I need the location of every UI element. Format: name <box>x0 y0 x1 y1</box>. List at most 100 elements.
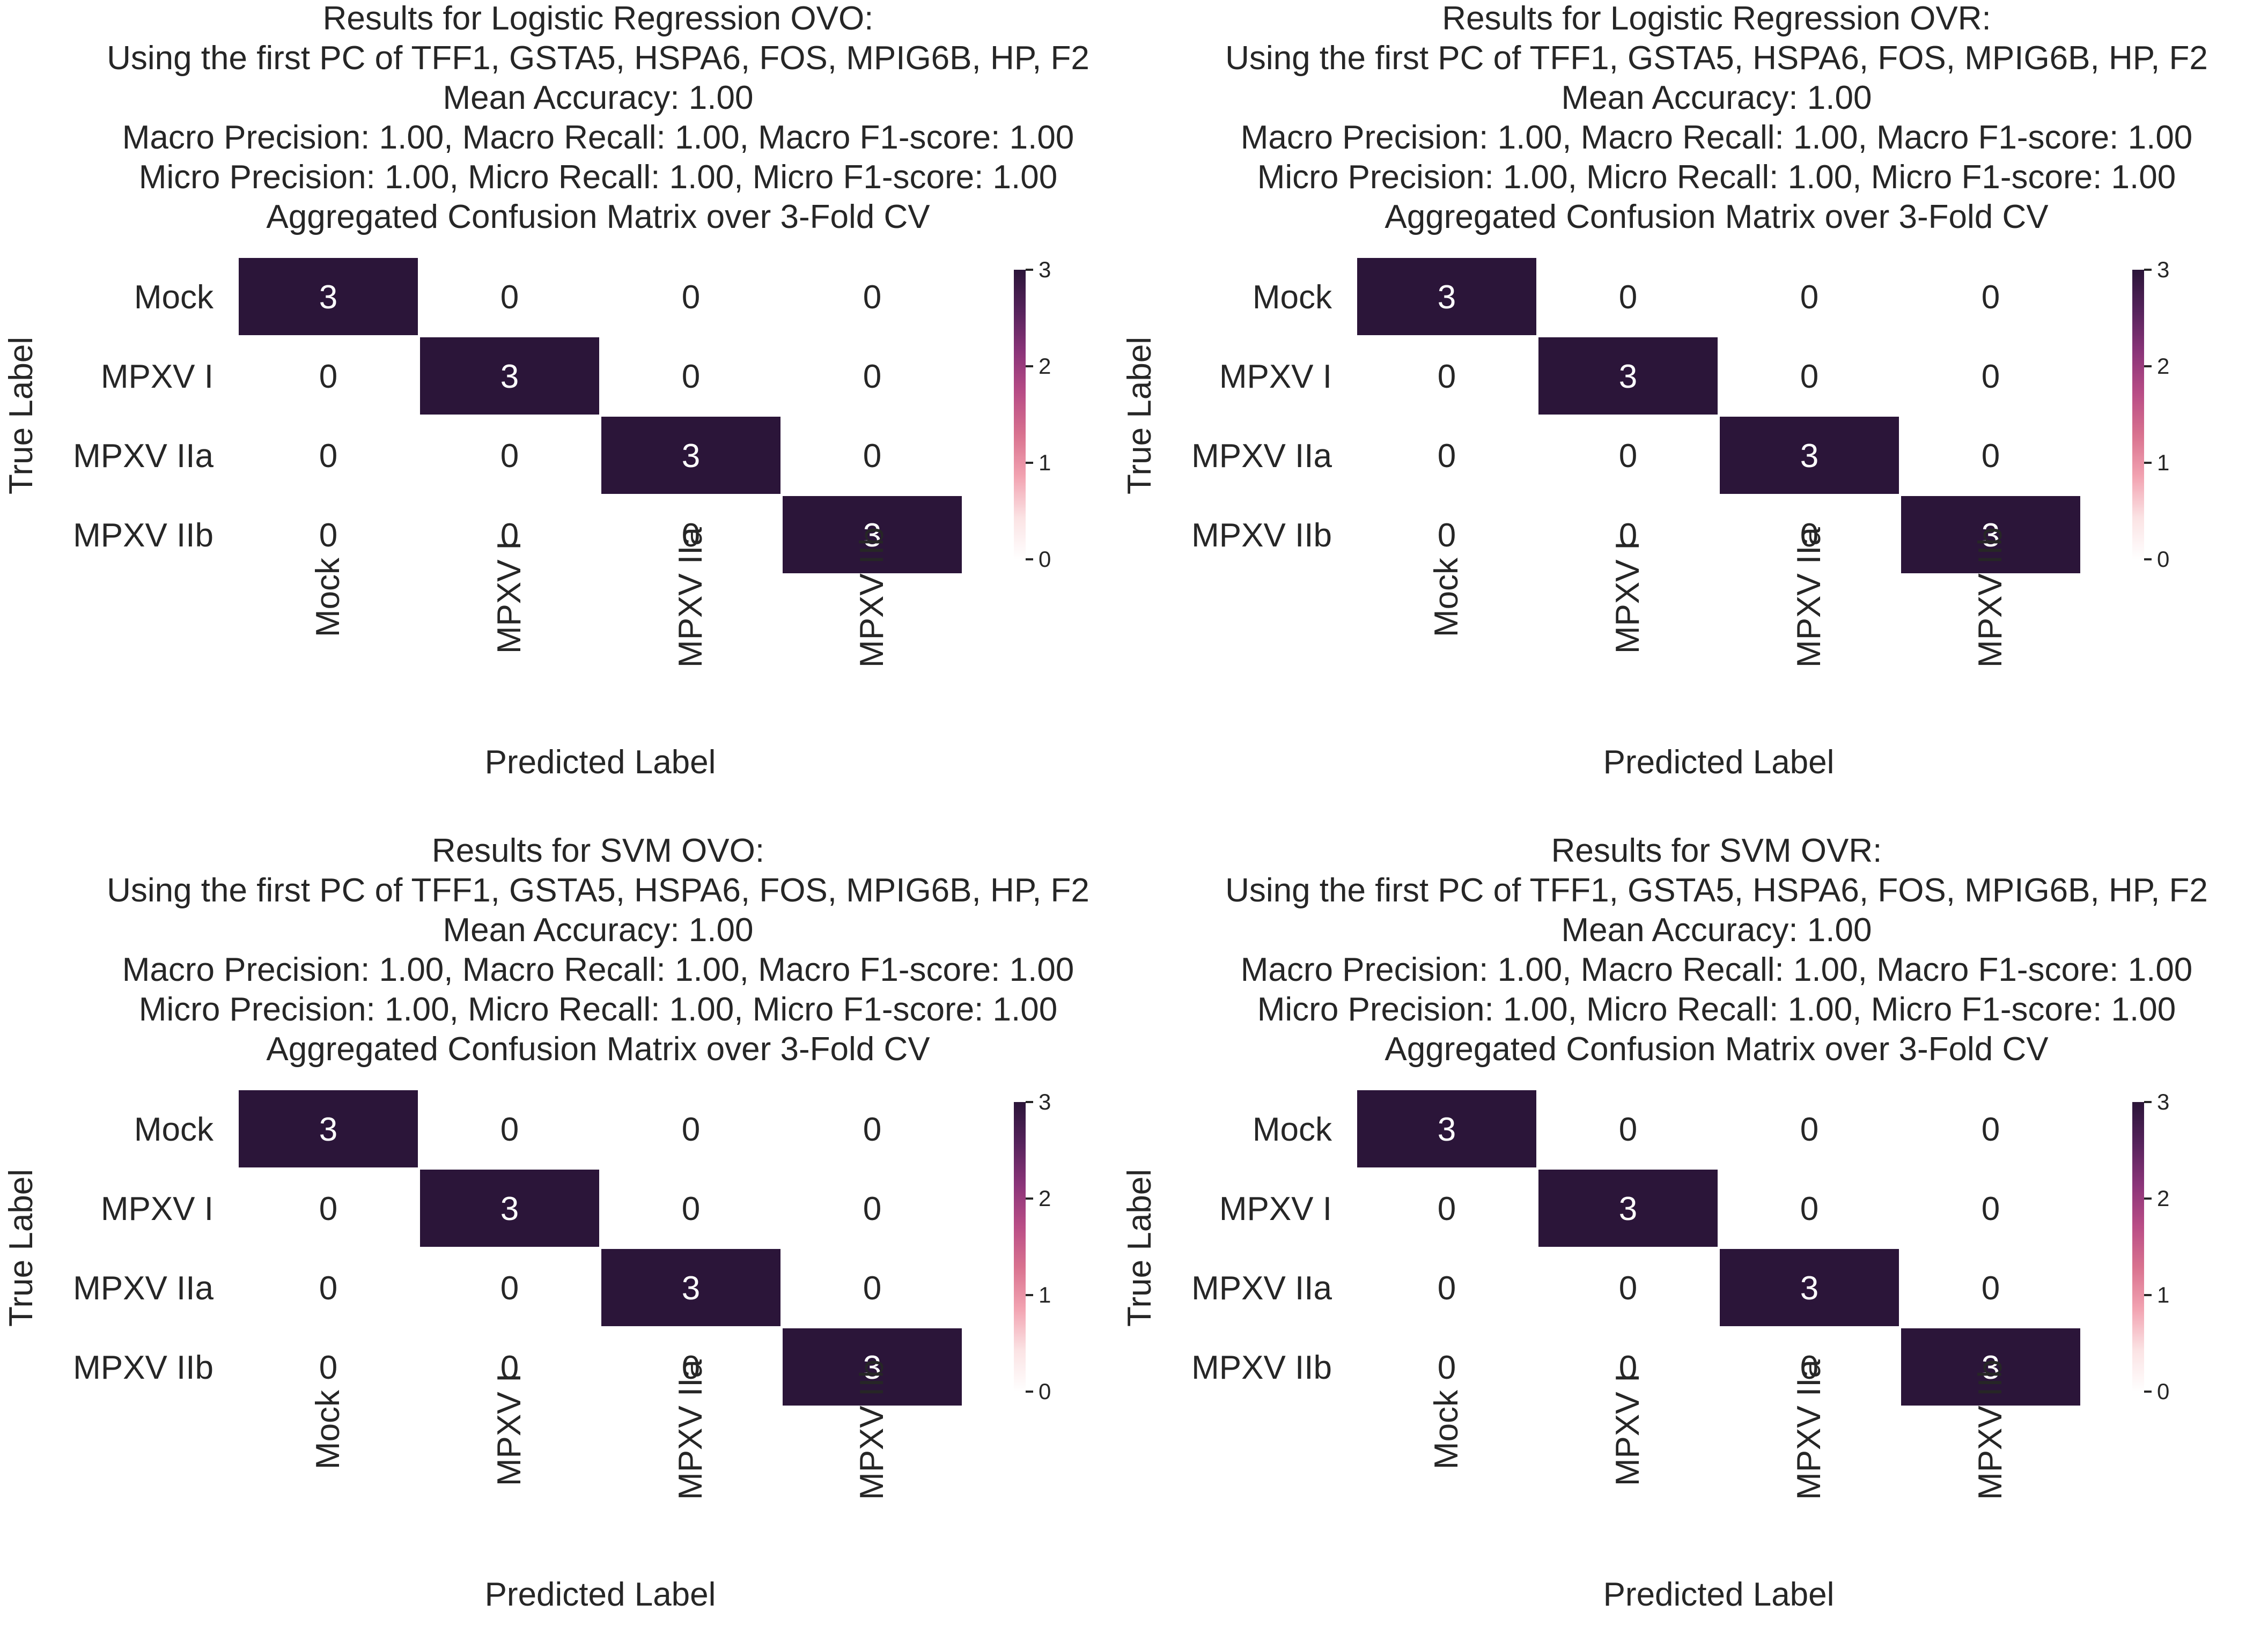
heatmap-cell <box>1718 1167 1901 1249</box>
heatmap-cell <box>780 494 964 575</box>
cell-value-label: 0 <box>1800 1349 1818 1386</box>
cell-value-label: 0 <box>1619 517 1637 554</box>
chart-title-line: Mean Accuracy: 1.00 <box>1562 912 1872 949</box>
cell-value-label: 0 <box>863 1270 881 1307</box>
cell-value-label: 0 <box>682 517 700 554</box>
cell-value-label: 0 <box>500 517 519 554</box>
chart-title-line: Mean Accuracy: 1.00 <box>1562 79 1872 116</box>
x-tick-label: MPXV IIb <box>853 1359 890 1500</box>
cell-value-label: 3 <box>1800 1270 1818 1307</box>
cell-value-label: 0 <box>863 438 881 475</box>
x-tick-label: MPXV I <box>491 541 528 654</box>
cell-value-label: 0 <box>1982 1270 2000 1307</box>
cell-value-label: 0 <box>319 358 337 395</box>
x-axis-label: Predicted Label <box>1603 744 1835 781</box>
cell-value-label: 3 <box>682 438 700 475</box>
colorbar-tick-label: 2 <box>1039 1186 1051 1211</box>
colorbar-tick-label: 1 <box>2157 1282 2169 1307</box>
cell-value-label: 0 <box>682 1111 700 1148</box>
cell-value-label: 3 <box>1982 517 2000 554</box>
heatmap-cell <box>237 1247 420 1328</box>
cell-value-label: 0 <box>500 1111 519 1148</box>
chart-title-line: Aggregated Confusion Matrix over 3-Fold … <box>266 1031 930 1068</box>
y-tick-label: MPXV IIa <box>73 1270 213 1307</box>
heatmap-cell <box>418 1088 601 1170</box>
cell-value-label: 3 <box>863 1349 881 1386</box>
y-tick-label: MPXV I <box>1219 1191 1332 1228</box>
colorbar-tick-label: 1 <box>1039 450 1051 475</box>
chart-title-line: Aggregated Confusion Matrix over 3-Fold … <box>1385 1031 2049 1068</box>
chart-title-line: Results for Logistic Regression OVR: <box>1442 0 1991 37</box>
y-tick-label: MPXV IIa <box>73 438 213 475</box>
heatmap-cell <box>237 1326 420 1408</box>
x-axis-label: Predicted Label <box>1603 1576 1835 1613</box>
heatmap-cell <box>418 256 601 337</box>
chart-title-line: Micro Precision: 1.00, Micro Recall: 1.0… <box>139 991 1057 1028</box>
y-tick-label: MPXV IIa <box>1191 438 1332 475</box>
colorbar-tick-label: 2 <box>2157 1186 2169 1211</box>
x-axis-label: Predicted Label <box>485 744 716 781</box>
cell-value-label: 3 <box>863 517 881 554</box>
chart-title-line: Using the first PC of TFF1, GSTA5, HSPA6… <box>107 872 1089 909</box>
cell-value-label: 3 <box>319 1111 337 1148</box>
chart-title-line: Results for Logistic Regression OVO: <box>323 0 874 37</box>
cell-value-label: 0 <box>1619 279 1637 316</box>
chart-title-line: Micro Precision: 1.00, Micro Recall: 1.0… <box>1257 159 2176 196</box>
colorbar <box>1014 270 1026 559</box>
y-tick-label: MPXV IIb <box>1191 517 1332 554</box>
cell-value-label: 3 <box>500 1191 519 1228</box>
cell-value-label: 0 <box>1438 1191 1456 1228</box>
chart-title-line: Macro Precision: 1.00, Macro Recall: 1.0… <box>1241 951 2193 988</box>
cell-value-label: 0 <box>1619 438 1637 475</box>
x-tick-label: Mock <box>1428 557 1465 637</box>
x-tick-label: MPXV I <box>1609 541 1646 654</box>
heatmap-cell <box>1536 335 1720 417</box>
y-axis-label: True Label <box>1121 1169 1158 1327</box>
heatmap-cell <box>237 256 420 337</box>
cell-value-label: 3 <box>1982 1349 2000 1386</box>
colorbar-tick-label: 3 <box>2157 1089 2169 1114</box>
cell-value-label: 0 <box>682 1191 700 1228</box>
cell-value-label: 0 <box>1438 1270 1456 1307</box>
chart-title-line: Results for SVM OVR: <box>1551 832 1882 869</box>
heatmap-cell <box>237 494 420 575</box>
chart-title-line: Mean Accuracy: 1.00 <box>443 79 754 116</box>
y-tick-label: Mock <box>134 1111 214 1148</box>
heatmap-cell <box>1355 1326 1538 1408</box>
heatmap-cell <box>1355 415 1538 496</box>
colorbar-tick-label: 3 <box>2157 257 2169 282</box>
heatmap-cell <box>1355 256 1538 337</box>
cell-value-label: 0 <box>863 279 881 316</box>
colorbar-tick-label: 1 <box>1039 1282 1051 1307</box>
x-axis-label: Predicted Label <box>485 1576 716 1613</box>
colorbar <box>2132 270 2144 559</box>
confusion-matrix-panel: Results for Logistic Regression OVO:Usin… <box>3 0 1089 781</box>
x-tick-label: MPXV IIb <box>853 527 890 668</box>
heatmap-cell <box>1899 1247 2082 1328</box>
cell-value-label: 0 <box>682 358 700 395</box>
heatmap-cell <box>418 335 601 417</box>
cell-value-label: 0 <box>1800 1191 1818 1228</box>
y-tick-label: MPXV IIb <box>73 1349 213 1386</box>
cell-value-label: 3 <box>1800 438 1818 475</box>
cell-value-label: 3 <box>682 1270 700 1307</box>
cell-value-label: 0 <box>863 1111 881 1148</box>
cell-value-label: 3 <box>1438 1111 1456 1148</box>
heatmap-cell <box>1899 256 2082 337</box>
chart-title-line: Mean Accuracy: 1.00 <box>443 912 754 949</box>
chart-title-line: Macro Precision: 1.00, Macro Recall: 1.0… <box>122 119 1074 156</box>
colorbar-tick-label: 2 <box>2157 353 2169 379</box>
x-tick-label: MPXV I <box>1609 1373 1646 1486</box>
cell-value-label: 3 <box>1619 1191 1637 1228</box>
heatmap-cell <box>1899 494 2082 575</box>
heatmap-cell <box>418 1247 601 1328</box>
heatmap-cell <box>1536 415 1720 496</box>
heatmap-cell <box>599 1326 783 1408</box>
heatmap-cell <box>1536 1247 1720 1328</box>
x-tick-label: Mock <box>310 1389 347 1469</box>
cell-value-label: 0 <box>1800 279 1818 316</box>
y-tick-label: Mock <box>134 279 214 316</box>
x-tick-label: MPXV IIb <box>1972 527 2009 668</box>
colorbar-tick-label: 3 <box>1039 1089 1051 1114</box>
